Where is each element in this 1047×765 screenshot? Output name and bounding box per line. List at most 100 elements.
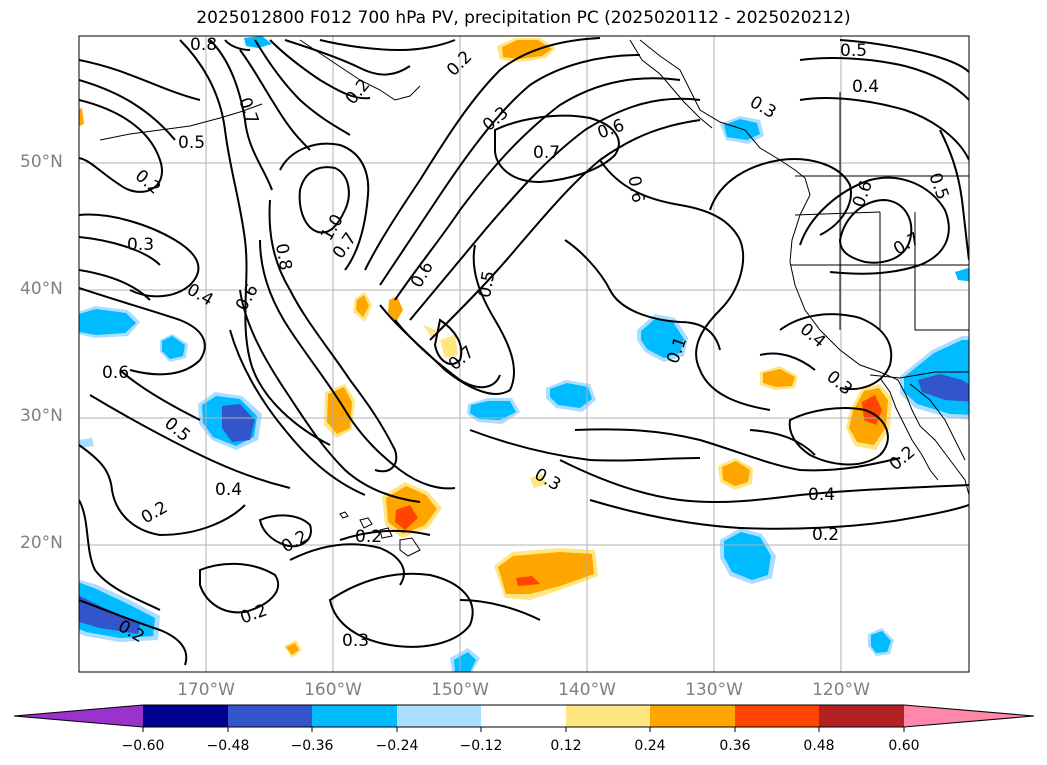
precip-negative-patch	[222, 404, 255, 442]
contour-label: 0.7	[533, 143, 560, 163]
lon-label-150w: 150°W	[431, 680, 489, 700]
precip-positive-patch	[763, 369, 795, 387]
pv-contour	[838, 198, 913, 264]
pv-contour	[79, 99, 163, 193]
precip-positive-patch	[516, 576, 540, 586]
map-title: 2025012800 F012 700 hPa PV, precipitatio…	[196, 8, 851, 28]
contour-label: 0.3	[342, 631, 369, 651]
contour-label: 0.3	[822, 367, 856, 400]
pv-contour	[469, 429, 701, 462]
alaska-panhandle-coastline	[629, 39, 713, 129]
pv-contour	[559, 459, 969, 504]
colorbar-min-extension	[14, 705, 143, 727]
contour-label: 0.6	[849, 178, 877, 210]
colorbar-label: −0.36	[290, 738, 334, 754]
precip-positive-patch	[502, 40, 552, 59]
colorbar-segment	[566, 705, 650, 727]
pv-contour	[239, 289, 421, 503]
precip-positive-patch	[286, 643, 299, 655]
pv-contour	[79, 269, 151, 301]
precip-positive-patch	[356, 295, 369, 317]
pv-contour	[759, 352, 816, 371]
precip-positive-patch	[722, 461, 750, 486]
precip-positive-patch	[395, 505, 418, 530]
pv-contour	[799, 57, 969, 101]
pv-contour	[799, 97, 969, 161]
pv-contour	[433, 318, 463, 365]
contour-label: 0.2	[238, 600, 270, 628]
contour-label: 0.6	[102, 363, 129, 383]
contour-label: 0.3	[531, 465, 564, 496]
lon-label-120w: 120°W	[812, 680, 870, 700]
lat-label-20n: 20°N	[20, 533, 63, 553]
precip-positive-patch	[388, 296, 403, 322]
pv-contour	[258, 514, 312, 548]
pv-contour	[119, 369, 201, 421]
pv-contour	[788, 407, 889, 466]
pv-contour	[574, 428, 901, 472]
contour-label: 0.5	[178, 133, 205, 153]
contour-label: 0.8	[190, 35, 217, 55]
colorbar	[13, 704, 1035, 732]
pv-contour	[268, 199, 398, 473]
precip-negative-patch	[641, 318, 684, 358]
contour-label: 0.4	[852, 77, 879, 97]
colorbar-label: 0.48	[803, 738, 835, 754]
contour-label: 0.4	[183, 280, 216, 311]
us-state-border	[794, 211, 881, 216]
pv-contour	[394, 319, 501, 389]
aleutian-coastline	[99, 103, 263, 141]
pv-contour	[298, 166, 350, 234]
alaska-coastline	[299, 39, 421, 101]
contour-label: 0.5	[475, 269, 499, 299]
pv-contour	[79, 287, 206, 376]
contour-label: 0.7	[234, 95, 262, 127]
precip-positive-patch	[530, 474, 546, 488]
contour-label: 0.6	[623, 174, 647, 204]
colorbar-segment	[819, 705, 904, 727]
colorbar-label: −0.60	[121, 738, 165, 754]
pv-contour	[328, 572, 474, 648]
colorbar-label: 0.36	[719, 738, 751, 754]
map-frame	[78, 35, 970, 673]
pv-contour	[79, 499, 161, 611]
lat-label-50n: 50°N	[20, 152, 63, 172]
colorbar-segment	[735, 705, 819, 727]
pv-contours	[79, 37, 969, 666]
pv-contour	[319, 39, 456, 52]
precip-positive-patch	[79, 108, 84, 127]
pv-contour	[254, 39, 351, 136]
precip-positive-patch	[440, 335, 458, 358]
contour-label: 0.4	[796, 319, 830, 352]
lon-label-140w: 140°W	[558, 680, 616, 700]
contour-label: 0.2	[131, 166, 165, 199]
pv-contour	[779, 313, 893, 391]
pv-contour	[224, 39, 251, 51]
colorbar-label: −0.24	[375, 738, 419, 754]
pv-contour	[229, 329, 366, 496]
pv-contour	[589, 499, 969, 530]
pv-contour	[239, 49, 311, 151]
us-mexico-border	[869, 371, 969, 379]
baja-california-coastline	[879, 377, 939, 481]
precip-negative-patch	[470, 401, 516, 420]
precip-negative-patch	[955, 267, 969, 282]
us-state-border	[914, 212, 969, 331]
precip-negative-patch	[724, 532, 771, 580]
colorbar-segment	[228, 705, 312, 727]
contour-label: 0.4	[215, 480, 242, 500]
pv-contour	[259, 239, 456, 490]
pv-contour	[749, 429, 816, 456]
contour-label: 0.2	[355, 527, 382, 547]
precip-negative-patch	[162, 336, 185, 359]
contour-label: 0.5	[924, 170, 952, 202]
contour-label: 0.2	[138, 497, 171, 528]
colorbar-segment	[481, 705, 566, 727]
colorbar-max-extension	[904, 705, 1034, 727]
pv-contour	[494, 114, 620, 184]
pv-contour	[79, 444, 246, 537]
pv-contour	[409, 97, 701, 321]
pv-contour	[564, 239, 721, 351]
pv-contour	[79, 236, 161, 266]
